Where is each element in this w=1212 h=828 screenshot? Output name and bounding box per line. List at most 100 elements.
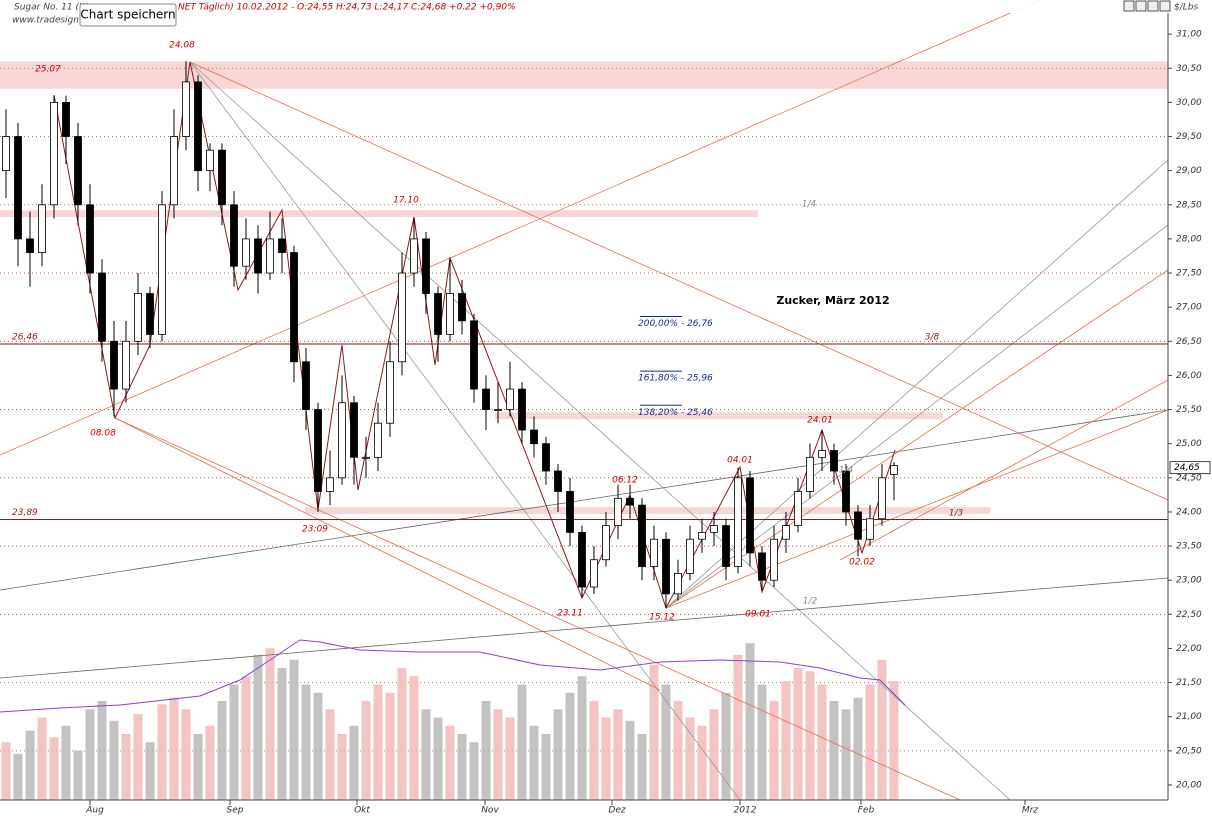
volume-bar <box>361 701 371 800</box>
y-tick-label: 23,50 <box>1176 542 1202 552</box>
volume-bar <box>145 742 155 800</box>
candle-body <box>110 340 118 390</box>
candle-body <box>818 450 826 458</box>
candle-body <box>134 293 142 342</box>
volume-bar <box>181 709 191 800</box>
watermark: www.tradesign <box>12 16 79 26</box>
volume-bar <box>601 717 611 800</box>
candle-body <box>50 101 58 206</box>
candle-body <box>878 477 886 520</box>
candle-body <box>614 497 622 526</box>
volume-bar <box>217 701 227 800</box>
candle-body <box>854 511 862 540</box>
volume-bar <box>553 709 563 800</box>
candle-body <box>302 361 310 410</box>
candle-body <box>266 238 274 274</box>
x-tick-label: Feb <box>858 806 875 816</box>
y-tick-label: 24,50 <box>1176 473 1202 483</box>
candle-body <box>554 470 562 492</box>
volume-bar <box>97 701 107 800</box>
volume-bar <box>817 684 827 800</box>
volume-bar <box>241 676 251 800</box>
volume-bar <box>745 643 755 800</box>
volume-bar <box>301 684 311 800</box>
annotation: 3/8 <box>925 333 940 343</box>
price-axis-panel <box>1168 0 1212 828</box>
volume-bar <box>313 692 323 800</box>
y-tick-label: 26,00 <box>1176 371 1202 381</box>
volume-bar <box>37 717 47 800</box>
volume-bar <box>529 725 539 800</box>
annotation: 24.01 <box>807 416 833 426</box>
annotation: 09.01 <box>745 610 771 620</box>
candle-body <box>590 559 598 588</box>
volume-bar <box>769 701 779 800</box>
candle-body <box>14 136 22 240</box>
y-tick-label: 20,50 <box>1176 746 1202 756</box>
window-button[interactable] <box>1135 0 1147 12</box>
candle-body <box>350 402 358 458</box>
x-tick-label: Aug <box>85 806 104 816</box>
volume-bar <box>277 668 287 800</box>
y-tick-label: 25,00 <box>1176 439 1202 449</box>
y-tick-label: 21,50 <box>1176 678 1202 688</box>
header: Sugar No. 11 (W <box>14 3 89 13</box>
annotation: 02.02 <box>849 558 875 568</box>
annotation: 23.11 <box>557 609 583 619</box>
volume-bar <box>505 717 515 800</box>
candle-body <box>866 518 874 540</box>
tooltip: Chart speichern <box>80 8 175 22</box>
volume-bar <box>421 709 431 800</box>
volume-bar <box>889 681 899 800</box>
candle-body <box>662 538 670 595</box>
annotation: 25.07 <box>35 65 61 75</box>
candle-body <box>458 293 466 322</box>
candle-body <box>218 149 226 206</box>
volume-bar <box>637 734 647 800</box>
volume-bar <box>781 681 791 800</box>
volume-bar <box>589 701 599 800</box>
volume-average <box>0 639 906 713</box>
window-button[interactable] <box>1159 0 1171 12</box>
x-tick-label: Sep <box>227 806 244 816</box>
annotation: 23:09 <box>302 525 328 535</box>
volume-bar <box>649 664 659 800</box>
candle-body <box>746 477 754 554</box>
volume-bar <box>325 709 335 800</box>
y-tick-label: 28,00 <box>1176 234 1202 244</box>
volume-bar <box>841 709 851 800</box>
window-button[interactable] <box>1123 0 1135 12</box>
volume-bar <box>625 720 635 800</box>
volume-bar <box>493 709 503 800</box>
volume-bar <box>85 709 95 800</box>
volume-bar <box>805 671 815 800</box>
volume-bar <box>541 734 551 800</box>
volume-bar <box>61 725 71 800</box>
zone <box>0 210 758 218</box>
candle-body <box>830 450 838 472</box>
y-tick-label: 26,50 <box>1176 337 1202 347</box>
candle-body <box>602 525 610 561</box>
y-tick-label: 27,00 <box>1176 303 1202 313</box>
candle-body <box>338 402 346 479</box>
header-quote: NET Täglich) 10.02.2012 - O:24,55 H:24,7… <box>178 3 516 13</box>
candle-body <box>194 81 202 172</box>
candle-body <box>710 525 718 533</box>
chart-title: Zucker, März 2012 <box>776 294 889 307</box>
volume-bar <box>457 734 467 800</box>
unit: $/Lbs <box>1174 3 1198 13</box>
candle-body <box>770 538 778 581</box>
candle-body <box>158 204 166 335</box>
volume-bar <box>445 725 455 800</box>
y-tick-label: 25,50 <box>1176 405 1202 415</box>
window-controls[interactable] <box>1123 0 1171 12</box>
volume-bar <box>49 737 59 800</box>
volume-bar <box>709 709 719 800</box>
window-button[interactable] <box>1147 0 1159 12</box>
volume-bar <box>853 697 863 800</box>
candle-body <box>278 238 286 253</box>
volume-bar <box>577 676 587 800</box>
volume-bar <box>157 704 167 800</box>
x-tick-label: Okt <box>354 806 370 816</box>
